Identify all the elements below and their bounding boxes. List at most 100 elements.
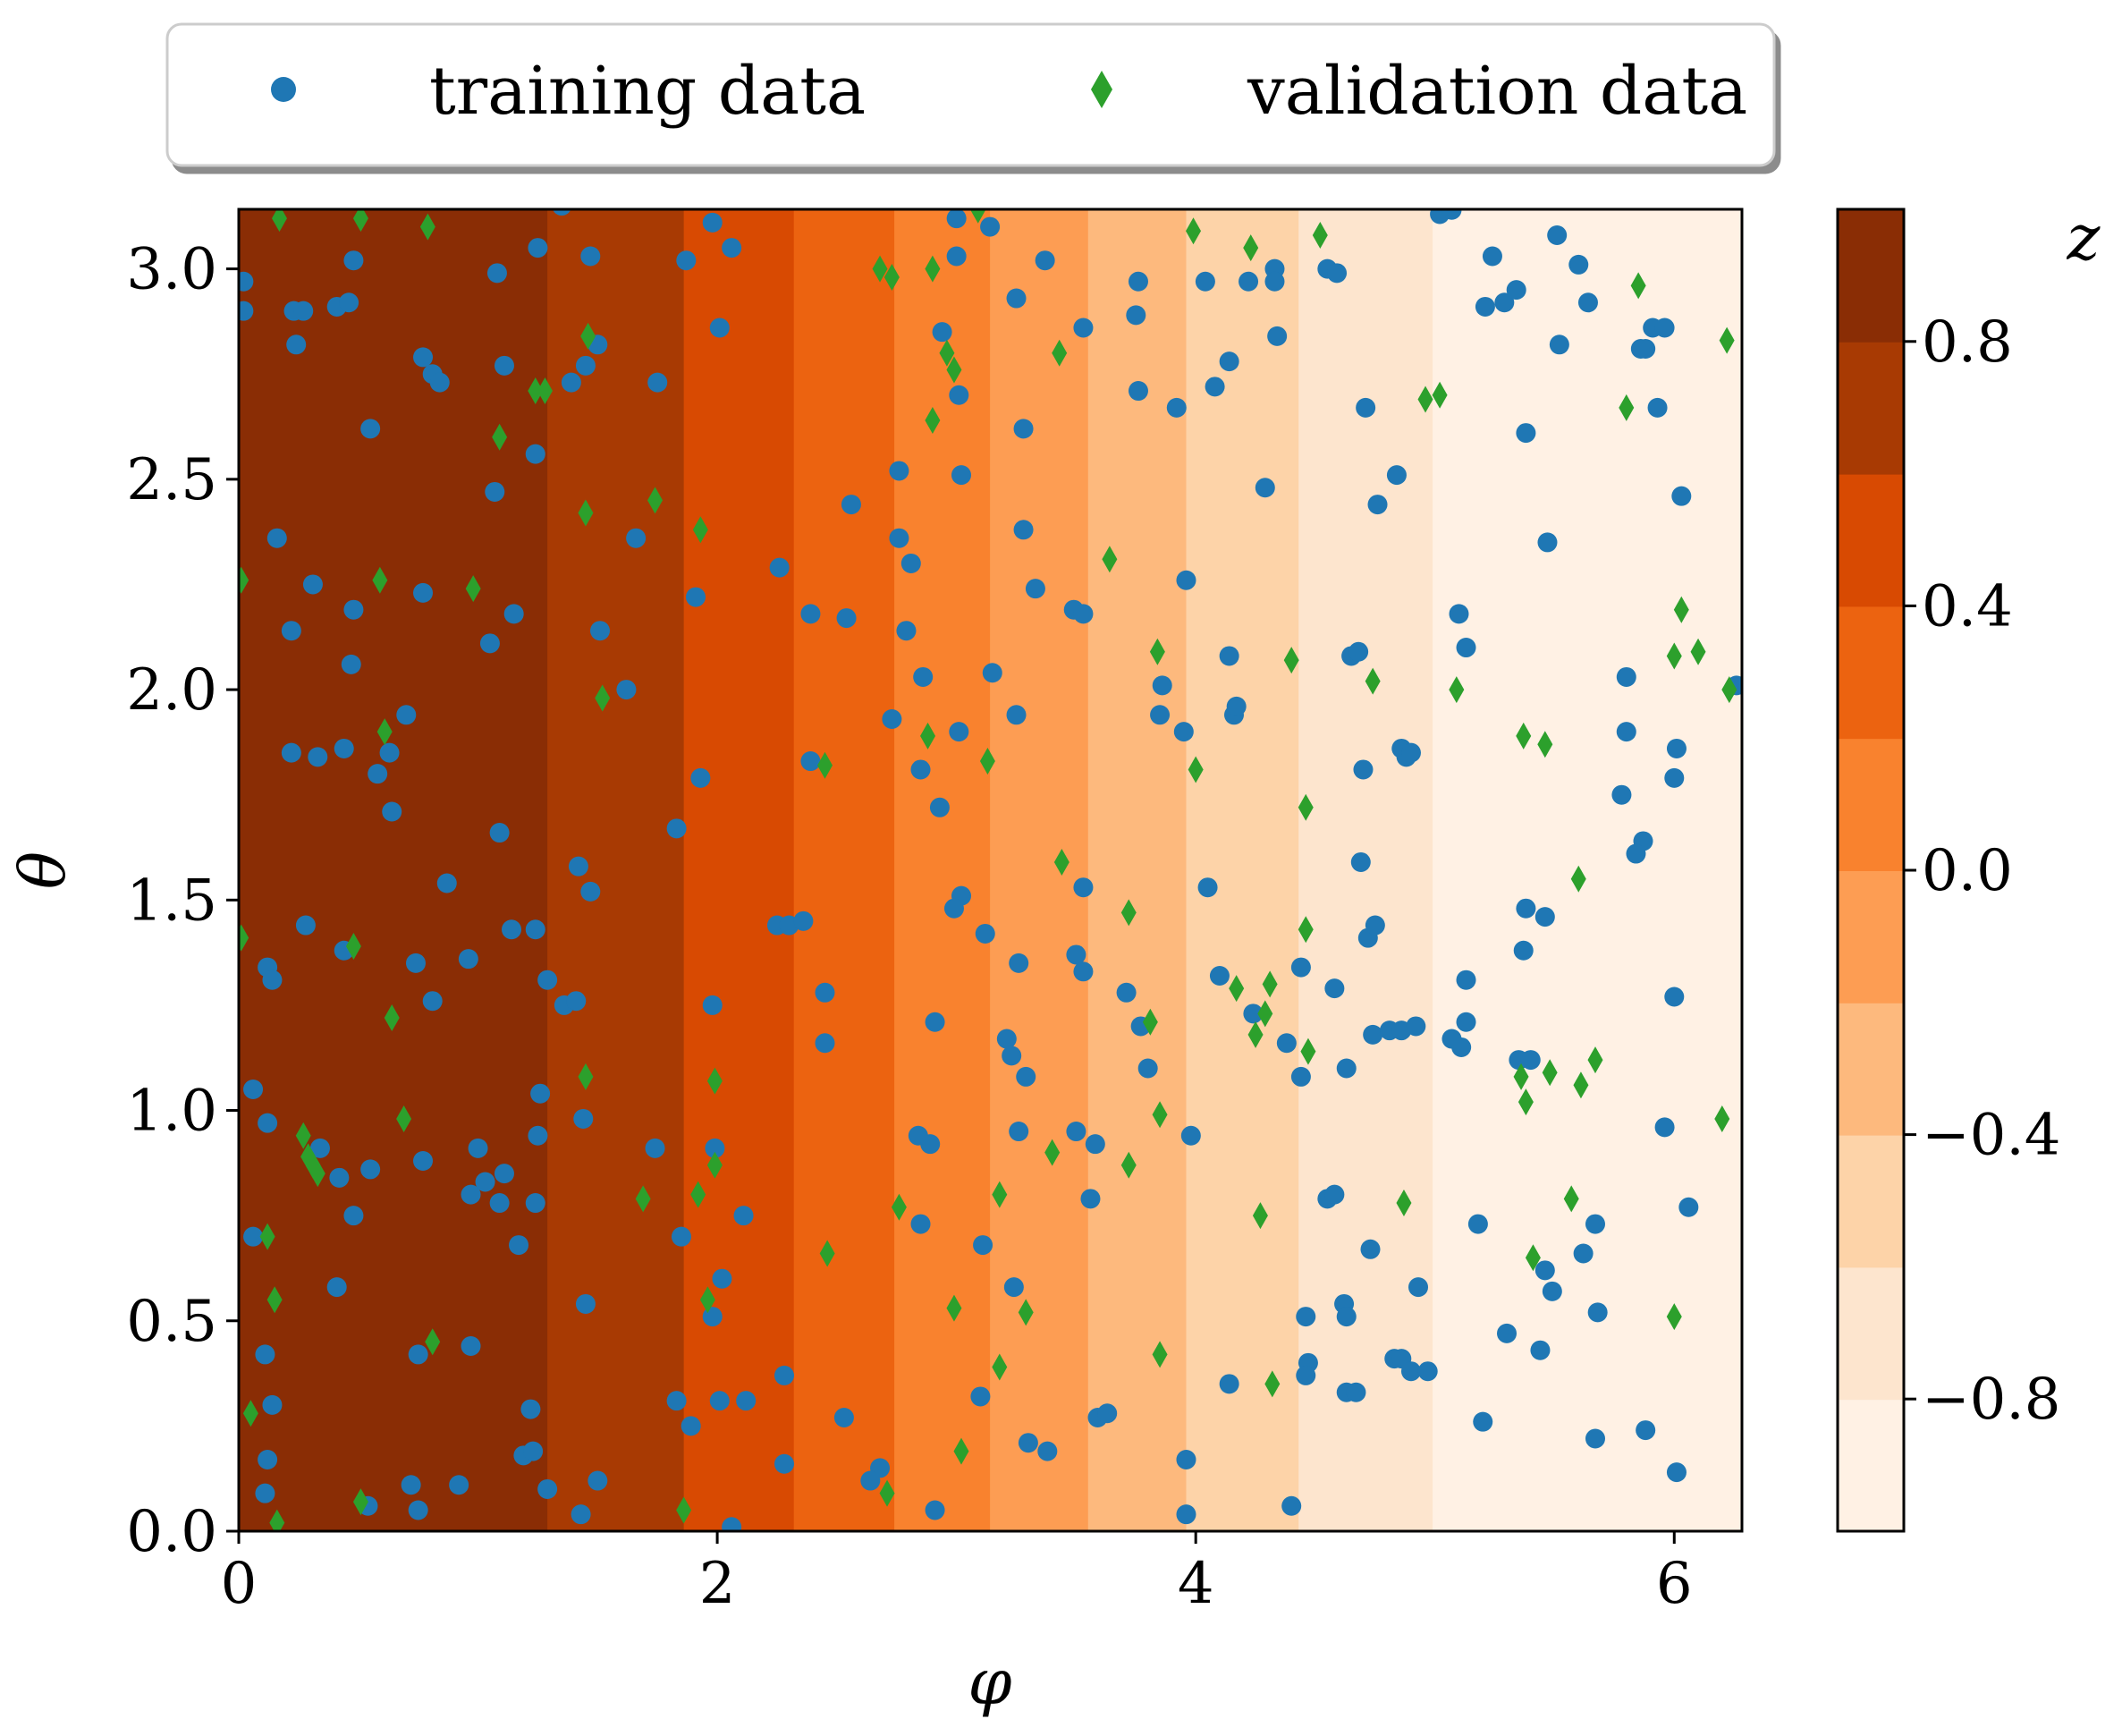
training-point: [530, 1083, 551, 1104]
training-points: [239, 209, 1742, 1531]
validation-point: [1432, 381, 1448, 409]
training-point: [1400, 742, 1421, 763]
training-point: [343, 599, 364, 620]
training-point: [1664, 987, 1685, 1007]
contour-band: [239, 209, 549, 1531]
colorbar-block: [1838, 1002, 1904, 1136]
training-point: [408, 1500, 428, 1520]
validation-point: [1264, 1370, 1281, 1398]
training-point: [889, 461, 909, 481]
colorbar-tick-label: 0.4: [1922, 573, 2013, 639]
training-point: [1537, 532, 1558, 553]
validation-point: [676, 1496, 692, 1524]
training-point: [815, 1033, 835, 1054]
training-point: [525, 444, 545, 464]
training-point: [422, 991, 443, 1012]
training-point: [239, 271, 254, 292]
contour-band: [1186, 209, 1300, 1531]
training-point: [1482, 246, 1502, 267]
validation-point: [578, 499, 594, 527]
training-point: [1456, 1012, 1476, 1032]
y-tick-label: 1.5: [126, 868, 217, 934]
legend-training-marker: [271, 77, 296, 102]
training-point: [401, 1475, 421, 1495]
training-point: [1267, 326, 1288, 346]
plot-area: 0 2 4 6 0.0 0.5 1.0 1.5 2.0 2.5 3.0 φ θ: [6, 207, 1744, 1719]
training-point: [1585, 1214, 1605, 1234]
training-point: [1150, 705, 1171, 725]
y-tick-label: 1.0: [126, 1079, 217, 1145]
x-tick-label: 2: [699, 1551, 736, 1617]
training-point: [1176, 570, 1196, 590]
colorbar-block: [1838, 605, 1904, 740]
training-point: [568, 856, 588, 876]
training-point: [1264, 271, 1285, 292]
contour-band: [547, 209, 685, 1531]
training-point: [1573, 1243, 1594, 1264]
training-point: [413, 582, 434, 603]
training-point: [1636, 339, 1656, 360]
training-point: [1128, 381, 1148, 402]
training-point: [1243, 1003, 1264, 1024]
training-point: [382, 801, 402, 822]
training-point: [286, 334, 307, 355]
colorbar-ticks: −0.8 −0.4 0.0 0.4 0.8: [1904, 309, 2060, 1433]
training-point: [1506, 280, 1526, 301]
validation-point: [1283, 647, 1299, 674]
validation-point: [1018, 1299, 1034, 1326]
validation-point: [528, 377, 544, 405]
training-point: [1035, 250, 1055, 271]
training-point: [1516, 898, 1536, 919]
training-point: [815, 982, 835, 1003]
training-point: [1520, 1050, 1541, 1071]
validation-point: [1186, 217, 1202, 245]
training-point: [1281, 1495, 1302, 1516]
validation-point: [352, 1488, 368, 1516]
training-point: [1568, 254, 1589, 275]
training-point: [1006, 288, 1027, 309]
training-point: [925, 1500, 945, 1520]
training-point: [468, 1138, 488, 1158]
training-point: [509, 1235, 529, 1256]
colorbar-block: [1838, 1134, 1904, 1268]
training-point: [1654, 1117, 1675, 1138]
validation-point: [970, 209, 986, 224]
training-point: [243, 1226, 264, 1247]
training-point: [1219, 1374, 1239, 1394]
validation-point: [635, 1185, 651, 1213]
training-point: [1666, 1462, 1687, 1483]
colorbar: −0.8 −0.4 0.0 0.4 0.8 z: [1836, 201, 2101, 1533]
training-point: [1097, 1403, 1118, 1424]
training-point: [1473, 1411, 1493, 1432]
training-point: [736, 1391, 757, 1411]
validation-point: [465, 575, 481, 603]
training-point: [243, 1080, 264, 1100]
legend-box: [165, 22, 1776, 167]
validation-point: [384, 1004, 400, 1032]
validation-point: [1102, 546, 1118, 573]
training-point: [479, 633, 500, 654]
validation-point: [1537, 731, 1553, 758]
training-point: [486, 263, 507, 284]
training-point: [589, 621, 610, 641]
colorbar-tick-label: −0.8: [1922, 1367, 2060, 1433]
y-tick-label: 0.0: [126, 1499, 217, 1565]
validation-point: [1721, 676, 1737, 704]
training-point: [1671, 486, 1692, 506]
validation-point: [1298, 793, 1314, 821]
training-point: [341, 654, 361, 674]
training-point: [537, 970, 558, 990]
contour-band: [1087, 209, 1188, 1531]
training-point: [1616, 666, 1636, 687]
training-point: [1176, 1450, 1196, 1470]
contour-band: [793, 209, 896, 1531]
training-point: [523, 1441, 544, 1461]
training-point: [645, 1138, 665, 1158]
validation-point: [239, 566, 249, 594]
training-point: [800, 604, 821, 624]
training-point: [485, 481, 505, 502]
training-point: [709, 318, 730, 338]
training-point: [580, 881, 601, 902]
colorbar-block: [1838, 1266, 1904, 1401]
training-point: [1363, 1024, 1383, 1045]
